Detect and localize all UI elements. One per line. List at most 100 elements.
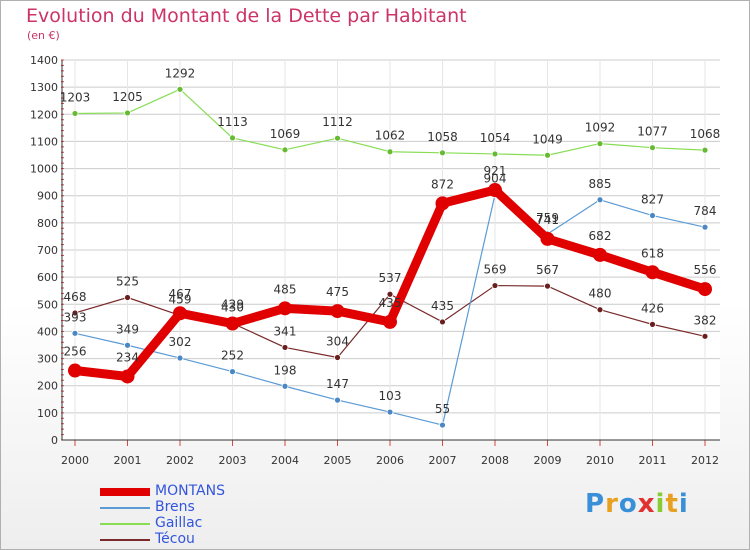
data-label-brens: 904 <box>484 172 507 186</box>
data-point-brens <box>386 408 394 416</box>
legend-label: Técou <box>155 531 195 547</box>
data-label-brens: 759 <box>536 211 559 225</box>
data-label-tecou: 525 <box>116 275 139 289</box>
data-point-brens <box>176 354 184 362</box>
data-point-brens <box>334 396 341 404</box>
data-label-brens: 885 <box>589 177 612 191</box>
data-label-tecou: 569 <box>484 263 507 277</box>
data-label-montans: 435 <box>379 296 402 310</box>
data-label-gaillac: 1058 <box>427 130 458 144</box>
data-point-tecou <box>596 306 604 314</box>
data-label-gaillac: 1112 <box>322 115 353 129</box>
data-point-montans <box>698 282 712 297</box>
data-point-brens <box>71 329 79 337</box>
data-label-gaillac: 1054 <box>480 131 511 145</box>
data-point-tecou <box>544 282 551 290</box>
data-point-tecou <box>71 309 79 317</box>
data-point-montans <box>225 316 240 331</box>
chart-title: Evolution du Montant de la Dette par Hab… <box>26 5 467 27</box>
data-label-tecou: 341 <box>274 324 297 338</box>
data-label-gaillac: 1203 <box>60 90 91 104</box>
data-label-brens: 393 <box>64 310 87 324</box>
data-label-gaillac: 1292 <box>165 66 196 80</box>
data-label-gaillac: 1069 <box>270 127 301 141</box>
data-point-montans <box>488 183 502 198</box>
legend-item-gaillac: Gaillac <box>100 515 300 532</box>
y-tick-label: 1200 <box>30 108 58 121</box>
data-label-montans: 921 <box>484 164 507 178</box>
legend-label: MONTANS <box>155 483 225 499</box>
data-point-brens <box>229 368 236 376</box>
data-label-tecou: 304 <box>326 334 349 348</box>
data-point-montans <box>330 304 345 319</box>
data-point-gaillac <box>281 146 289 154</box>
x-tick-label: 2008 <box>481 454 509 467</box>
data-label-brens: 103 <box>379 389 402 403</box>
x-tick-label: 2009 <box>534 454 562 467</box>
y-tick-label: 400 <box>37 325 58 338</box>
data-point-tecou <box>124 294 131 301</box>
y-tick-label: 0 <box>51 434 58 447</box>
data-label-montans: 556 <box>694 263 717 277</box>
data-point-tecou <box>701 332 709 340</box>
data-label-tecou: 430 <box>221 300 244 314</box>
data-label-tecou: 382 <box>694 313 717 327</box>
data-point-montans <box>645 265 660 280</box>
data-point-gaillac <box>386 148 394 156</box>
y-tick-label: 700 <box>37 244 58 257</box>
y-tick-label: 1400 <box>30 54 58 67</box>
x-tick-label: 2004 <box>271 454 299 467</box>
y-tick-label: 300 <box>37 353 58 366</box>
data-point-gaillac <box>596 140 604 148</box>
data-label-brens: 147 <box>326 377 349 391</box>
x-tick-label: 2001 <box>114 454 142 467</box>
legend-item-brens: Brens <box>100 499 300 516</box>
data-label-tecou: 435 <box>431 299 454 313</box>
legend-swatch <box>100 507 150 509</box>
data-label-brens: 827 <box>641 193 664 207</box>
y-tick-label: 200 <box>37 380 58 393</box>
data-point-gaillac <box>334 134 341 142</box>
y-tick-label: 100 <box>37 407 58 420</box>
legend-item-montans: MONTANS <box>100 483 300 500</box>
data-label-brens: 252 <box>221 349 244 363</box>
legend-swatch <box>100 539 150 541</box>
x-tick-label: 2006 <box>376 454 404 467</box>
data-point-gaillac <box>701 146 709 154</box>
data-point-gaillac <box>439 149 446 157</box>
data-label-montans: 618 <box>641 246 664 260</box>
data-label-montans: 872 <box>431 177 454 191</box>
data-label-tecou: 480 <box>589 287 612 301</box>
data-point-gaillac <box>71 110 79 117</box>
x-tick-label: 2007 <box>429 454 457 467</box>
legend-label: Brens <box>155 499 195 515</box>
data-point-brens <box>649 212 656 219</box>
data-point-montans <box>435 196 450 211</box>
data-label-gaillac: 1062 <box>375 129 406 143</box>
x-tick-label: 2000 <box>61 454 89 467</box>
data-point-tecou <box>281 344 289 351</box>
data-point-brens <box>124 341 131 349</box>
data-point-brens <box>596 196 604 204</box>
data-point-montans <box>278 301 292 316</box>
legend-label: Gaillac <box>155 515 203 531</box>
data-label-gaillac: 1205 <box>112 90 143 104</box>
y-tick-label: 1300 <box>30 81 58 94</box>
x-tick-label: 2010 <box>586 454 614 467</box>
data-point-montans <box>540 231 555 246</box>
data-point-brens <box>281 382 289 390</box>
data-point-tecou <box>491 282 499 289</box>
data-point-gaillac <box>229 134 236 142</box>
data-label-montans: 256 <box>64 345 87 359</box>
chart-subtitle: (en €) <box>27 29 60 42</box>
data-point-montans <box>120 369 135 384</box>
data-point-montans <box>383 314 397 329</box>
data-label-gaillac: 1068 <box>690 127 721 141</box>
y-tick-label: 800 <box>37 217 58 230</box>
data-label-montans: 682 <box>589 229 612 243</box>
data-point-montans <box>593 247 607 262</box>
data-label-gaillac: 1113 <box>217 115 248 129</box>
data-label-tecou: 567 <box>536 263 559 277</box>
x-tick-label: 2012 <box>691 454 719 467</box>
